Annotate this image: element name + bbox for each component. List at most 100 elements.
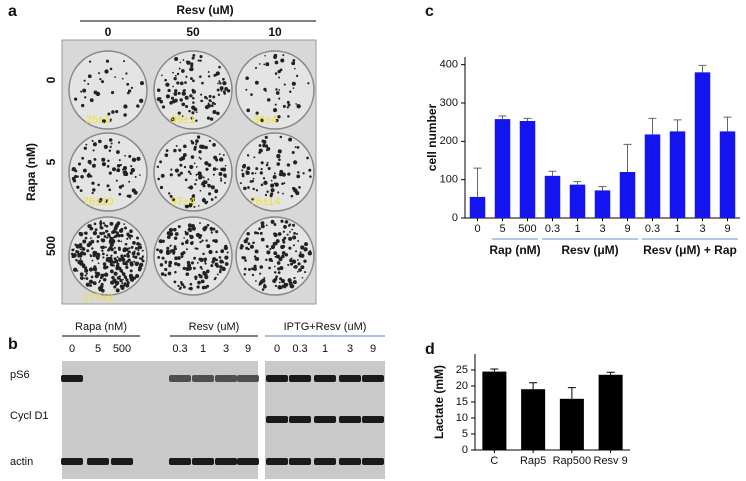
colony [182,153,187,157]
colony [170,96,175,100]
bar [598,374,623,450]
colony [212,227,216,231]
colony [164,153,169,157]
colony [114,234,118,238]
colony [182,285,186,289]
colony [278,257,283,262]
colony [259,117,265,123]
colony [284,253,289,257]
colony [184,178,188,182]
colony [99,221,103,225]
colony [84,236,88,240]
colony [306,156,309,160]
well [153,132,233,212]
x-tick-label: 1 [674,223,680,235]
colony [253,264,257,268]
row-title: Rapa (nM) [24,143,38,201]
colony [241,169,244,172]
colony [172,227,177,232]
colony [126,252,130,256]
colony [188,109,191,113]
colony [166,251,170,255]
colony [89,284,92,287]
colony [199,266,203,269]
colony [199,75,202,78]
colony [181,91,186,96]
colony [308,168,312,172]
bar [469,196,486,218]
colony [215,258,219,262]
band [314,416,336,423]
colony [99,231,103,235]
colony [274,72,278,75]
colony [195,111,198,114]
colony [130,263,134,266]
colony [273,251,278,256]
colony [138,245,141,248]
colony [243,186,247,191]
colony [88,60,92,63]
colony [189,77,193,80]
colony [195,178,198,181]
colony [261,139,265,143]
colony [173,76,177,81]
colony [201,239,204,242]
colony [279,135,283,139]
band [192,375,214,382]
colony [275,254,280,259]
colony [265,163,269,167]
x-tick-label: 3 [699,223,705,235]
colony [199,234,203,238]
colony [84,268,89,273]
colony [193,256,197,260]
band [266,416,288,423]
colony [141,259,145,263]
colony [244,239,247,243]
colony [266,161,269,164]
colony [291,61,296,66]
colony [288,236,293,241]
colony [128,180,131,183]
panel-label: c [425,3,434,20]
colony [74,174,78,179]
colony [288,246,292,250]
colony [169,194,173,198]
colony [207,75,211,78]
colony [173,92,178,96]
colony [205,167,209,171]
colony [189,164,193,168]
colony [124,262,128,266]
colony [245,76,249,80]
colony [107,248,110,252]
colony [267,166,271,171]
colony [121,282,124,284]
colony [251,197,254,201]
colony [77,162,82,166]
colony [85,143,88,146]
colony [159,97,162,100]
colony [226,89,231,93]
band [266,375,288,382]
colony [215,230,219,234]
colony [103,144,108,149]
colony [202,252,205,256]
colony [174,56,179,62]
colony [105,200,108,203]
colony [256,231,260,235]
colony [96,252,101,257]
colony [202,271,207,276]
colony [86,242,91,248]
y-tick-label: 5 [462,428,468,440]
colony [218,65,221,69]
colony [109,145,112,148]
colony [111,239,116,244]
colony [245,170,250,175]
colony [108,138,113,142]
colony [264,135,268,139]
colony [254,257,258,261]
colony [174,74,177,77]
colony [258,144,262,147]
colony [134,246,138,250]
colony [179,61,182,64]
colony [130,278,134,282]
